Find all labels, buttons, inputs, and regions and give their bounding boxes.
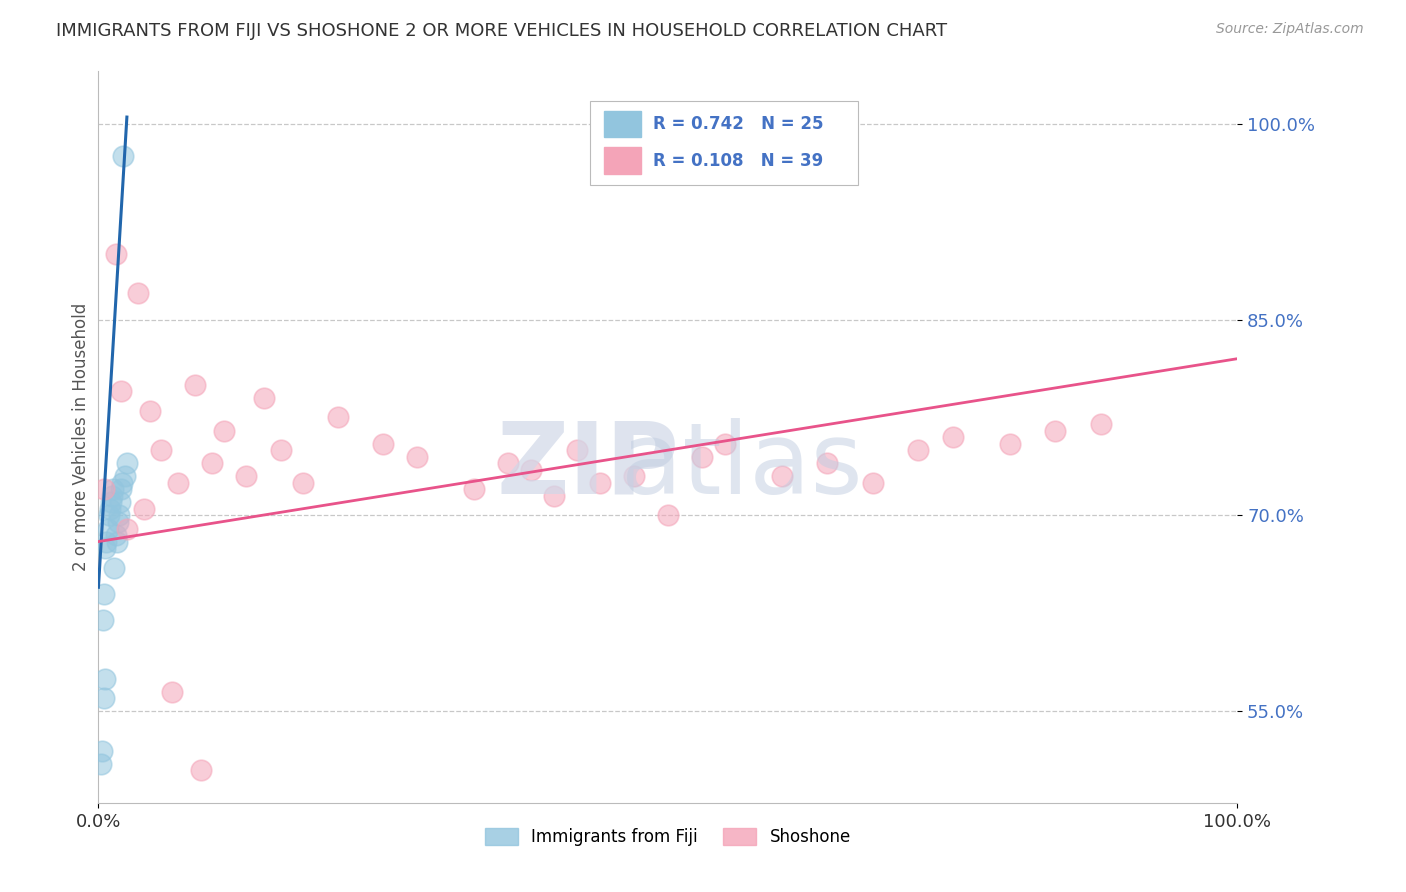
Point [770,469,793,483]
Point [90,756,112,771]
Point [91,613,114,627]
Point [907,443,929,458]
Point [326,410,349,425]
Text: R = 0.108   N = 39: R = 0.108 N = 39 [652,152,824,169]
FancyBboxPatch shape [605,111,641,137]
Point [108,495,131,509]
Point [108,508,131,523]
Point [98,502,121,516]
Point [132,502,155,516]
Point [94,541,117,555]
Point [235,469,257,483]
Point [138,404,160,418]
Point [815,456,838,470]
Point [942,430,965,444]
Point [104,247,127,261]
Point [112,149,135,163]
Point [97,508,120,523]
Point [714,436,737,450]
Point [110,384,132,399]
Point [184,377,207,392]
FancyBboxPatch shape [591,101,858,185]
Point [150,443,173,458]
Text: Source: ZipAtlas.com: Source: ZipAtlas.com [1216,22,1364,37]
Point [1043,424,1066,438]
Point [111,475,134,490]
Point [588,475,610,490]
Point [114,469,136,483]
Point [190,763,212,777]
Point [104,528,127,542]
FancyBboxPatch shape [605,147,641,174]
Text: ZIP: ZIP [496,417,679,515]
Point [110,483,132,497]
Point [565,443,588,458]
Point [292,475,315,490]
Point [690,450,713,464]
Point [998,436,1021,450]
Point [115,522,138,536]
Point [657,508,679,523]
Legend: Immigrants from Fiji, Shoshone: Immigrants from Fiji, Shoshone [478,822,858,853]
Point [212,424,235,438]
Point [371,436,394,450]
Point [463,483,485,497]
Point [90,743,112,757]
Point [105,534,128,549]
Point [862,475,884,490]
Text: IMMIGRANTS FROM FIJI VS SHOSHONE 2 OR MORE VEHICLES IN HOUSEHOLD CORRELATION CHA: IMMIGRANTS FROM FIJI VS SHOSHONE 2 OR MO… [56,22,948,40]
Point [107,515,129,529]
Point [127,286,149,301]
Text: atlas: atlas [621,417,863,515]
Y-axis label: 2 or more Vehicles in Household: 2 or more Vehicles in Household [72,303,90,571]
Point [101,489,124,503]
Point [94,672,117,686]
Point [93,483,115,497]
Point [93,587,115,601]
Text: R = 0.742   N = 25: R = 0.742 N = 25 [652,115,824,133]
Point [406,450,429,464]
Point [520,463,543,477]
Point [201,456,224,470]
Point [103,560,125,574]
Point [1090,417,1112,431]
Point [270,443,292,458]
Point [93,691,115,706]
Point [252,391,274,405]
Point [167,475,190,490]
Point [100,495,122,509]
Point [543,489,565,503]
Point [162,685,184,699]
Point [623,469,645,483]
Point [498,456,520,470]
Point [96,522,118,536]
Point [115,456,138,470]
Point [103,483,125,497]
Point [96,534,118,549]
